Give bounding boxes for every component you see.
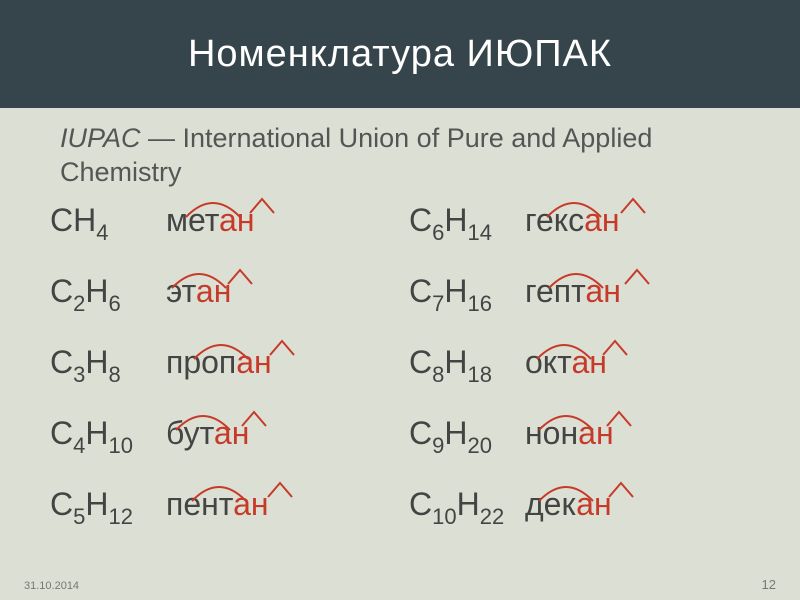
name-suffix: ан [585, 273, 620, 309]
table-row: CH4 метан [50, 202, 401, 273]
name-root: дек [525, 486, 576, 522]
name-root: нон [525, 415, 578, 451]
subtitle-prefix: IUPAC [60, 123, 141, 153]
name-suffix: ан [214, 415, 249, 451]
formula: C6H14 [409, 202, 525, 244]
compound-name: нонан [525, 415, 614, 452]
table-row: C7H16 гептан [409, 273, 760, 344]
compound-name: пентан [166, 486, 269, 523]
name-suffix: ан [584, 202, 619, 238]
name-root: окт [525, 344, 571, 380]
name-root: мет [166, 202, 219, 238]
name-suffix: ан [578, 415, 613, 451]
formula: C5H12 [50, 486, 166, 528]
name-suffix: ан [196, 273, 231, 309]
name-suffix: ан [576, 486, 611, 522]
name-root: пент [166, 486, 233, 522]
table-row: C10H22 декан [409, 486, 760, 557]
name-root: гепт [525, 273, 585, 309]
formula: C10H22 [409, 486, 525, 528]
compound-name: гептан [525, 273, 621, 310]
table-row: C4H10 бутан [50, 415, 401, 486]
table-row: C5H12 пентан [50, 486, 401, 557]
table-row: C3H8 пропан [50, 344, 401, 415]
table-row: C9H20 нонан [409, 415, 760, 486]
compound-name: метан [166, 202, 255, 239]
formula: C4H10 [50, 415, 166, 457]
subtitle: IUPAC — International Union of Pure and … [0, 108, 800, 200]
compound-name: бутан [166, 415, 249, 452]
compound-name: пропан [166, 344, 272, 381]
table-row: C6H14 гексан [409, 202, 760, 273]
compound-name: октан [525, 344, 607, 381]
footer-date: 31.10.2014 [24, 580, 79, 592]
formula: C3H8 [50, 344, 166, 386]
slide-number: 12 [762, 577, 776, 592]
content-grid: CH4 метанC2H6 этанC3H8 пропанC4H10 бутан… [0, 200, 800, 557]
name-root: бут [166, 415, 214, 451]
formula: C2H6 [50, 273, 166, 315]
page-title: Номенклатура ИЮПАК [188, 33, 612, 76]
compound-name: этан [166, 273, 231, 310]
subtitle-rest: — International Union of Pure and Applie… [60, 123, 652, 187]
name-root: гекс [525, 202, 584, 238]
name-suffix: ан [233, 486, 268, 522]
table-row: C8H18 октан [409, 344, 760, 415]
name-root: эт [166, 273, 196, 309]
formula: CH4 [50, 202, 166, 244]
column-left: CH4 метанC2H6 этанC3H8 пропанC4H10 бутан… [50, 202, 401, 557]
formula: C7H16 [409, 273, 525, 315]
table-row: C2H6 этан [50, 273, 401, 344]
formula: C8H18 [409, 344, 525, 386]
column-right: C6H14 гексанC7H16 гептанC8H18 октанC9H20… [409, 202, 760, 557]
compound-name: гексан [525, 202, 620, 239]
name-suffix: ан [219, 202, 254, 238]
name-suffix: ан [571, 344, 606, 380]
name-root: проп [166, 344, 236, 380]
title-bar: Номенклатура ИЮПАК [0, 0, 800, 108]
name-suffix: ан [236, 344, 271, 380]
formula: C9H20 [409, 415, 525, 457]
compound-name: декан [525, 486, 612, 523]
